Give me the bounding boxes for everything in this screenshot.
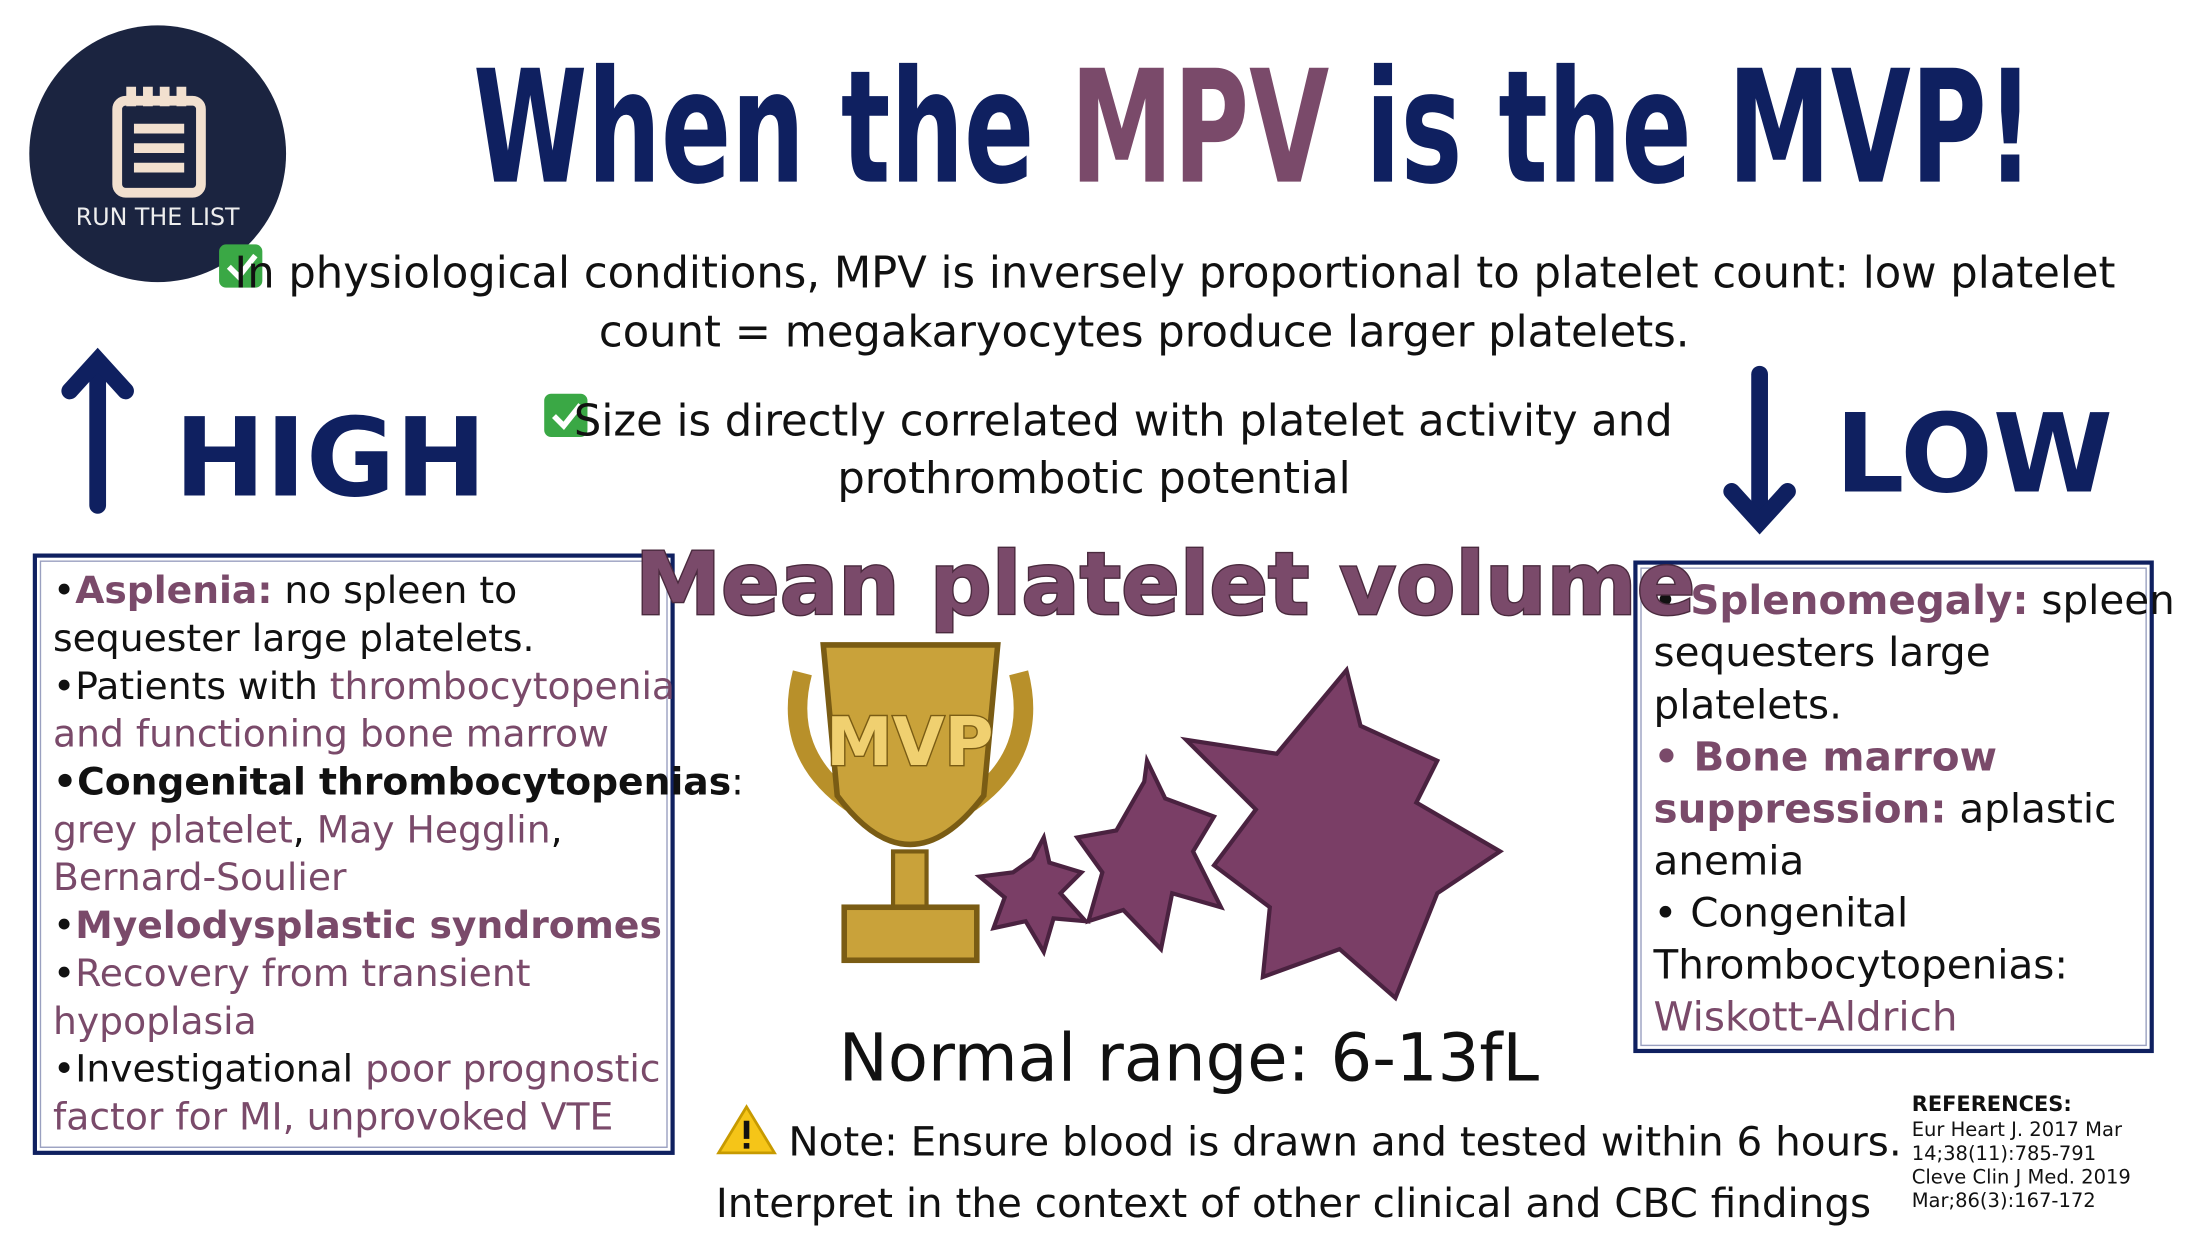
logo-label: RUN THE LIST (76, 203, 240, 231)
fact-line: prothrombotic potential (837, 454, 1350, 504)
check-icon (219, 244, 263, 288)
trophy (787, 642, 1034, 964)
reference-line: 14;38(11):785-791 (1912, 1142, 2096, 1165)
fact-line: Size is directly correlated with platele… (574, 397, 1673, 447)
list-line: •Patients with thrombocytopenia (53, 664, 675, 708)
title-part: When the (473, 37, 1070, 219)
list-segment: Asplenia: (75, 568, 272, 612)
title: When the MPV is the MVP! (293, 37, 2142, 219)
list-line: grey platelet, May Hegglin, (53, 807, 563, 851)
center-title: Mean platelet volume (635, 535, 1695, 635)
list-line: • Congenital (1654, 889, 1909, 937)
list-segment: Recovery from transient (75, 951, 530, 995)
title-part: is the MVP! (1329, 37, 2034, 219)
list-segment: sequesters large (1654, 628, 1991, 676)
reference-line: Cleve Clin J Med. 2019 (1912, 1166, 2131, 1189)
list-segment: , (293, 807, 317, 851)
list-segment: sequester large platelets. (53, 616, 534, 660)
note-line: Note: Ensure blood is drawn and tested w… (788, 1118, 1901, 1166)
list-line: Thrombocytopenias: (1653, 941, 2068, 989)
low-heading: LOW (1835, 390, 2113, 517)
warning-icon (716, 1104, 777, 1155)
list-line: and functioning bone marrow (53, 712, 609, 756)
list-segment: • (53, 951, 75, 995)
high-box-inner (39, 560, 668, 1148)
list-segment: factor for MI, unprovoked VTE (53, 1095, 613, 1139)
list-segment: • (1654, 576, 1691, 624)
list-segment: : (731, 759, 744, 803)
list-segment: anemia (1654, 836, 1805, 884)
list-segment: poor prognostic (365, 1047, 660, 1091)
normal-range: Normal range: 6-13fL (839, 1020, 1540, 1096)
list-line: platelets. (1654, 680, 1842, 728)
list-segment: spleen (2029, 576, 2175, 624)
list-line: • Splenomegaly: spleen (1654, 576, 2175, 624)
list-line: •Myelodysplastic syndromes (53, 903, 662, 947)
list-segment: • Bone marrow (1654, 732, 1997, 780)
list-segment: • Congenital (1654, 889, 1909, 937)
list-segment: aplastic (1947, 784, 2117, 832)
reference-line: Mar;86(3):167-172 (1912, 1189, 2096, 1212)
list-line: sequester large platelets. (53, 616, 534, 660)
list-segment: no spleen to (272, 568, 517, 612)
list-segment: Bernard-Soulier (53, 855, 347, 899)
note-line: Interpret in the context of other clinic… (716, 1179, 1871, 1227)
platelets (974, 665, 1505, 1002)
fact-line: In physiological conditions, MPV is inve… (234, 249, 2115, 299)
list-segment: grey platelet (53, 807, 293, 851)
list-line: factor for MI, unprovoked VTE (53, 1095, 613, 1139)
fact-line: count = megakaryocytes produce larger pl… (599, 307, 1690, 357)
list-segment: suppression: (1654, 784, 1947, 832)
list-segment: • (53, 903, 75, 947)
list-segment: •Investigational (53, 1047, 365, 1091)
list-segment: Thrombocytopenias: (1653, 941, 2068, 989)
list-line: •Congenital thrombocytopenias: (53, 759, 744, 803)
list-line: • Bone marrow (1654, 732, 1997, 780)
list-segment: • (53, 568, 75, 612)
list-segment: •Patients with (53, 664, 330, 708)
list-segment: hypoplasia (53, 999, 257, 1043)
list-segment: thrombocytopenia (330, 664, 675, 708)
check-icon (544, 393, 588, 437)
list-line: Bernard-Soulier (53, 855, 347, 899)
list-line: anemia (1654, 836, 1805, 884)
list-segment: and functioning bone marrow (53, 712, 609, 756)
list-line: •Asplenia: no spleen to (53, 568, 517, 612)
list-line: hypoplasia (53, 999, 257, 1043)
list-segment: Myelodysplastic syndromes (75, 903, 662, 947)
list-segment: May Hegglin (317, 807, 551, 851)
down-arrow (1723, 365, 1796, 535)
list-segment: Wiskott-Aldrich (1654, 993, 1958, 1041)
list-line: •Recovery from transient (53, 951, 530, 995)
logo-circle (29, 25, 287, 283)
list-segment: platelets. (1654, 680, 1842, 728)
low-box-inner (1640, 567, 2147, 1047)
low-box (1633, 560, 2154, 1054)
list-line: Wiskott-Aldrich (1654, 993, 1958, 1041)
list-segment: Splenomegaly: (1690, 576, 2028, 624)
trophy-label: MVP (826, 703, 994, 781)
high-heading: HIGH (174, 395, 486, 522)
references-heading: REFERENCES: (1912, 1092, 2072, 1116)
title-part: MPV (1070, 37, 1329, 219)
clipboard-icon (112, 86, 206, 198)
reference-line: Eur Heart J. 2017 Mar (1912, 1118, 2123, 1141)
list-segment: •Congenital thrombocytopenias (53, 759, 731, 803)
list-line: sequesters large (1654, 628, 1991, 676)
up-arrow (61, 347, 134, 514)
high-box (32, 553, 675, 1155)
list-line: suppression: aplastic (1654, 784, 2117, 832)
list-line: •Investigational poor prognostic (53, 1047, 661, 1091)
list-segment: , (551, 807, 563, 851)
